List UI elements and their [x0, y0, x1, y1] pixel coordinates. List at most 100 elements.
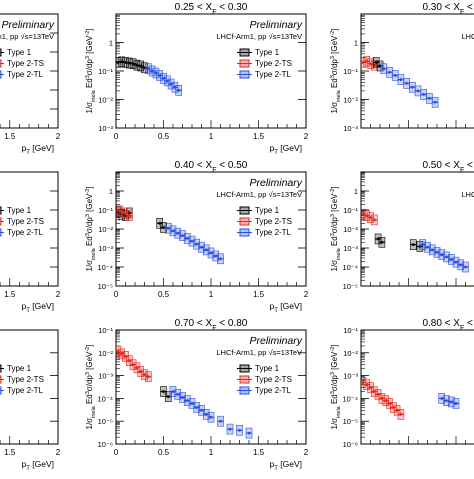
- data-point-marker-type2tl: [238, 428, 241, 432]
- x-tick-label: 2: [304, 290, 309, 299]
- experiment-label: LHCf-Arm1, pp √s=13TeV: [461, 190, 474, 199]
- legend-label-type2tl: Type 2-TL: [255, 386, 292, 395]
- data-point-marker-type2tl: [454, 402, 458, 405]
- legend-label-type2ts: Type 2-TS: [255, 375, 292, 384]
- y-tick-label: 1: [354, 187, 358, 196]
- x-axis-label: pT [GeV]: [270, 143, 303, 156]
- data-layer: [361, 55, 439, 108]
- y-tick-label: 10⁻²: [343, 96, 358, 105]
- panel-p31: 1.5 2pT [GeV] Type 1 Type 2-TS Type 2-TL: [0, 329, 61, 472]
- y-tick-label: 1: [109, 39, 113, 48]
- data-point-marker-type2tl: [195, 242, 199, 246]
- y-tick-label: 10⁻⁵: [98, 282, 113, 291]
- y-tick-label: 10⁻¹: [343, 67, 358, 76]
- x-axis-label: pT [GeV]: [22, 459, 55, 472]
- data-point-marker-type2tl: [209, 415, 213, 419]
- data-point-marker-type2tl: [382, 67, 386, 71]
- panel-p21: 1.5 2pT [GeV] Type 1 Type 2-TS Type 2-TL: [0, 171, 61, 314]
- data-point-marker-type2tl: [449, 400, 453, 404]
- data-point-marker-type2tl: [449, 258, 453, 261]
- data-point-marker-type2tl: [435, 250, 439, 254]
- data-point-marker-type2tl: [445, 399, 448, 403]
- panel-title: 0.25 < XF < 0.30: [175, 2, 248, 16]
- y-tick-label: 10⁻⁶: [98, 440, 113, 449]
- data-point-marker-type2tl: [204, 412, 208, 416]
- panel-title: 0.30 < XF < 0.3: [422, 2, 474, 16]
- legend-label-type2tl: Type 2-TL: [255, 228, 292, 237]
- x-tick-label: 1.5: [253, 448, 265, 457]
- legend-label-type1: Type 1: [255, 48, 280, 57]
- y-axis-label: 1/σinela Ed3σ/dp3 [GeV-2]: [85, 28, 97, 113]
- y-tick-label: 10⁻¹: [98, 326, 113, 335]
- data-point-marker-type2tl: [440, 253, 444, 256]
- data-point-marker-type2tl: [426, 245, 429, 249]
- data-point-marker-type2tl: [247, 431, 251, 435]
- y-tick-label: 10⁻⁶: [343, 440, 358, 449]
- data-point-marker-type2tl: [171, 229, 175, 233]
- legend-label-type2ts: Type 2-TS: [7, 59, 44, 68]
- y-tick-label: 10⁻¹: [343, 326, 358, 335]
- x-tick-label: 0: [114, 132, 119, 141]
- x-tick-label: 2: [304, 132, 309, 141]
- y-tick-label: 10⁻¹: [98, 67, 113, 76]
- data-point-marker-type2tl: [428, 96, 431, 100]
- data-point-marker-type2tl: [422, 93, 426, 96]
- y-tick-label: 10⁻⁵: [343, 282, 358, 291]
- data-layer: [116, 56, 182, 96]
- y-tick-label: 10⁻⁵: [343, 417, 358, 426]
- y-tick-label: 10⁻¹: [343, 206, 358, 215]
- legend-label-type1: Type 1: [7, 48, 32, 57]
- data-point-marker-type2tl: [200, 408, 203, 412]
- data-point-marker-type2tl: [410, 85, 414, 89]
- preliminary-label: Preliminary: [249, 177, 302, 189]
- x-tick-label: 1.5: [4, 290, 16, 299]
- y-axis-label: 1/σinela Ed3σ/dp3 [GeV-2]: [330, 344, 342, 429]
- data-point-marker-type2tl: [176, 231, 180, 235]
- x-axis-label: pT [GeV]: [270, 459, 303, 472]
- x-tick-label: 0: [114, 448, 119, 457]
- data-point-marker-type2tl: [219, 419, 222, 423]
- data-point-marker-type2tl: [454, 260, 458, 264]
- y-tick-label: 10⁻⁴: [97, 394, 113, 403]
- x-tick-label: 0.5: [158, 290, 170, 299]
- data-point-marker-type2tl: [388, 70, 391, 74]
- data-point-marker-type2ts: [123, 211, 126, 215]
- y-tick-label: 10⁻¹: [98, 206, 113, 215]
- data-point-marker-type2ts: [372, 63, 376, 67]
- data-point-marker-type2tl: [416, 89, 420, 93]
- legend-label-type1: Type 1: [255, 364, 280, 373]
- y-axis-label: 1/σinela Ed3σ/dp3 [GeV-2]: [330, 186, 342, 271]
- panel-title: 0.40 < XF < 0.50: [175, 160, 248, 174]
- data-point-marker-type2tl: [190, 402, 194, 405]
- y-tick-label: 10⁻³: [343, 244, 358, 253]
- data-point-marker-type2tl: [430, 248, 434, 252]
- data-point-marker-type2tl: [181, 396, 184, 399]
- y-axis-label: 1/σinela Ed3σ/dp3 [GeV-2]: [85, 344, 97, 429]
- panel-p23: 10⁻⁵ 10⁻⁴ 10⁻³ 10⁻² 10⁻¹ 1 1/σinela Ed3σ/dp3 […: [330, 160, 474, 291]
- data-point-marker-type2tl: [219, 257, 222, 261]
- panel-p22: 10⁻⁵ 10⁻⁴ 10⁻³ 10⁻² 10⁻¹ 1 0 0.5 1 1.5 2pT [GeV] 1/…: [85, 160, 309, 314]
- y-tick-label: 10⁻²: [343, 225, 358, 234]
- experiment-label: LHCf-Arm1, pp √s=13TeV: [216, 190, 302, 199]
- data-point-marker-type2tl: [393, 74, 397, 77]
- data-point-marker-type1: [127, 211, 131, 215]
- data-point-marker-type2ts: [127, 214, 131, 218]
- x-tick-label: 2: [304, 448, 309, 457]
- legend-label-type2tl: Type 2-TL: [7, 228, 44, 237]
- data-point-marker-type2tl: [433, 100, 437, 104]
- y-tick-label: 1: [354, 39, 358, 48]
- y-tick-label: 10⁻⁴: [342, 394, 358, 403]
- x-tick-label: 2: [56, 290, 61, 299]
- y-tick-label: 10⁻⁴: [342, 263, 358, 272]
- data-point-marker-type1: [162, 390, 165, 393]
- data-point-marker-type1: [166, 395, 170, 398]
- x-tick-label: 0: [114, 290, 119, 299]
- data-point-marker-type2tl: [399, 78, 403, 81]
- y-tick-label: 10⁻²: [98, 96, 113, 105]
- data-point-marker-type1: [162, 226, 165, 229]
- preliminary-label: Preliminary: [1, 19, 54, 31]
- x-tick-label: 2: [56, 448, 61, 457]
- data-point-marker-type1: [411, 243, 415, 247]
